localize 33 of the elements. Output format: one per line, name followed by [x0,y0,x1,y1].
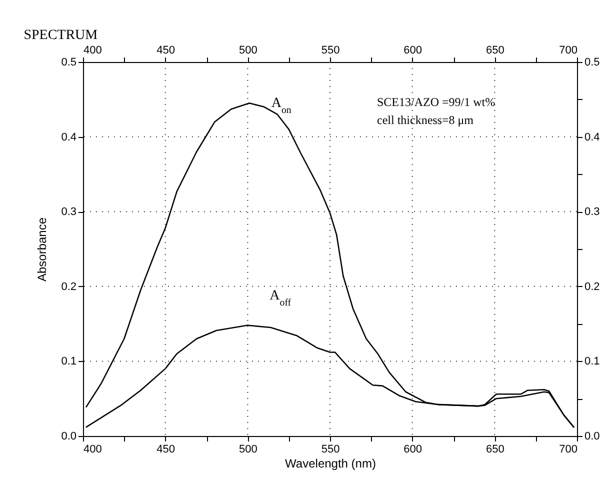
chart-title: SPECTRUM [24,28,98,43]
series-label: A$_{off}$ [270,288,292,308]
x2-tick-label: 600 [404,444,422,456]
x-axis-title: Wavelength (nm) [285,456,376,470]
x-tick-label: 550 [321,44,340,56]
y2-tick-label: 0.1 [584,356,600,368]
x-tick-label: 500 [238,44,258,56]
annotation: cell thickness=8 μm [377,113,474,127]
x2-tick-label: 650 [486,444,504,456]
x-tick-label: 400 [84,44,102,56]
y-tick-label: 0.0 [61,430,76,442]
x2-tick-label: 400 [84,444,102,456]
x-tick-label: 650 [486,44,504,56]
x2-tick-label: 550 [321,444,340,456]
y2-tick-label: 0.3 [584,206,600,218]
y-tick-label: 0.4 [61,131,76,144]
series-label: A$_{on}$ [271,96,292,116]
y-tick-label: 0.2 [61,280,76,293]
x2-tick-label: 450 [156,444,176,456]
y-axis-title: Absorbance [35,217,50,282]
x2-tick-label: 500 [238,444,258,456]
x-tick-label: 600 [404,44,422,56]
annotation: SCE13/AZO =99/1 wt% [377,95,496,109]
y2-tick-label: 0.0 [584,430,600,442]
y2-tick-label: 0.4 [584,131,600,144]
y2-tick-label: 0.5 [584,56,600,68]
y2-tick-label: 0.2 [584,280,600,293]
y-tick-label: 0.1 [61,356,76,368]
y-tick-label: 0.3 [61,206,76,218]
x-tick-label: 450 [156,44,176,56]
x2-tick-label: 700 [559,444,578,456]
x-tick-label: 700 [559,44,578,56]
y-tick-label: 0.5 [61,56,76,68]
